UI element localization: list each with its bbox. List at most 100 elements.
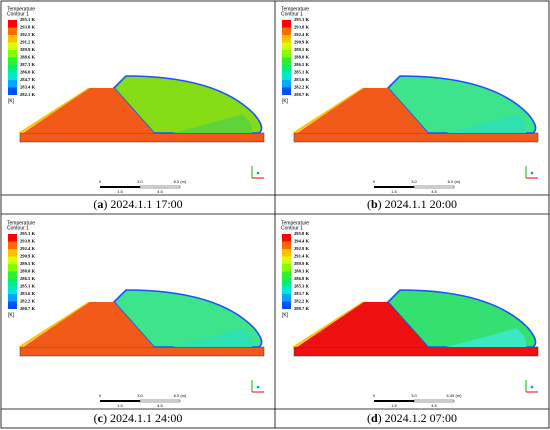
axis-z: [530, 385, 534, 389]
legend-swatch: [8, 65, 17, 73]
scale-label: 1.5: [117, 403, 123, 408]
scale-bar: 0 3.0 6.0 (m) 1.5 4.5: [99, 179, 187, 194]
caption: (d) 2024.1.2 07:00: [367, 411, 457, 425]
legend-swatch: [282, 271, 291, 279]
scale-bar: 0 3.0 6.45 (m) 1.5 4.5: [373, 393, 462, 408]
scale-label: 1.5: [391, 189, 397, 194]
core: [297, 88, 428, 133]
legend-level: 288.0 K: [294, 55, 309, 60]
downstream-shell: [386, 75, 537, 134]
legend-swatch: [8, 80, 17, 88]
scale-label: 3.0: [137, 179, 143, 184]
scale-label: 0: [99, 393, 102, 398]
caption-label: d: [371, 411, 378, 425]
legend-swatch: [282, 301, 291, 309]
legend-level: 286.5 K: [294, 62, 309, 67]
legend-swatch: [8, 20, 17, 28]
legend-swatch: [282, 72, 291, 80]
legend-swatch: [8, 264, 17, 272]
caption: (a) 2024.1.1 17:00: [93, 197, 182, 211]
legend-title: Temperature: [7, 220, 35, 226]
legend-swatch: [282, 234, 291, 242]
scale-label: 6.0 (m): [174, 179, 187, 184]
core: [23, 88, 154, 133]
caption-text: 2024.1.2 07:00: [385, 411, 457, 425]
legend-swatch: [8, 72, 17, 80]
legend-level: 295.3 K: [294, 17, 309, 22]
axis-z: [256, 171, 260, 175]
legend-level: 289.9 K: [20, 47, 35, 52]
legend-swatch: [8, 234, 17, 242]
legend-swatch: [282, 50, 291, 58]
legend-swatch: [8, 279, 17, 287]
legend-level: 285.3 K: [294, 284, 309, 289]
legend-level: 283.6 K: [20, 291, 35, 296]
legend-title: Temperature: [7, 6, 35, 12]
scale-segment: [413, 185, 455, 189]
shell-inner: [446, 114, 527, 133]
caption-label: c: [98, 411, 104, 425]
contour-name: Contour 1: [7, 225, 29, 231]
legend-swatch: [8, 87, 17, 95]
scale-segment: [100, 186, 140, 188]
legend-swatch: [282, 286, 291, 294]
scale-label: 4.5: [431, 403, 437, 408]
legend-swatch: [282, 20, 291, 28]
legend-swatch: [8, 27, 17, 35]
caption-text: 2024.1.1 17:00: [110, 197, 182, 211]
scale-label: 6.0 (m): [174, 393, 187, 398]
contour-name: Contour 1: [7, 11, 29, 17]
scale-label: 1.5: [117, 189, 123, 194]
legend-level: 288.0 K: [20, 269, 35, 274]
caption-text: 2024.1.1 20:00: [385, 197, 457, 211]
legend-level: 289.5 K: [20, 261, 35, 266]
scale-label: 0: [373, 393, 376, 398]
legend-swatch: [282, 256, 291, 264]
legend-level: 289.9 K: [294, 261, 309, 266]
downstream-shell: [112, 289, 263, 348]
legend-swatch: [8, 301, 17, 309]
foundation: [19, 132, 265, 143]
legend-level: 291.2 K: [20, 40, 35, 45]
legend-unit: [K]: [8, 98, 15, 104]
legend-level: 293.8 K: [20, 239, 35, 244]
legend-level: 283.6 K: [294, 77, 309, 82]
scale-label: 3.0: [137, 393, 143, 398]
contour-name: Contour 1: [281, 225, 303, 231]
legend-level: 285.1 K: [294, 70, 309, 75]
scale-label: 0: [99, 179, 102, 184]
scale-label: 4.5: [157, 403, 163, 408]
legend-title: Temperature: [281, 220, 309, 226]
legend-level: 288.6 K: [20, 55, 35, 60]
scale-segment: [374, 400, 414, 402]
legend-level: 280.7 K: [294, 306, 309, 311]
scale-label: 3.0: [411, 179, 417, 184]
scale-label: 3.0: [411, 393, 417, 398]
legend-level: 286.5 K: [20, 276, 35, 281]
foundation: [293, 132, 539, 143]
caption: (b) 2024.1.1 20:00: [367, 197, 457, 211]
legend-unit: [K]: [282, 312, 289, 318]
scale-label: 1.5: [391, 403, 397, 408]
legend-swatch: [8, 256, 17, 264]
legend-level: 289.5 K: [294, 47, 309, 52]
legend-swatch: [8, 249, 17, 257]
legend-level: 287.3 K: [20, 62, 35, 67]
legend-level: 293.8 K: [294, 25, 309, 30]
axis-z: [530, 171, 534, 175]
legend-swatch: [8, 286, 17, 294]
legend-swatch: [282, 249, 291, 257]
scale-segment: [139, 399, 181, 403]
legend-level: 286.8 K: [294, 276, 309, 281]
legend-level: 284.7 K: [20, 77, 35, 82]
axis-z: [256, 385, 260, 389]
legend-level: 292.4 K: [294, 32, 309, 37]
scale-segment: [139, 185, 181, 189]
scale-label: 0: [373, 179, 376, 184]
legend-level: 282.2 K: [294, 299, 309, 304]
foundation: [293, 346, 539, 357]
